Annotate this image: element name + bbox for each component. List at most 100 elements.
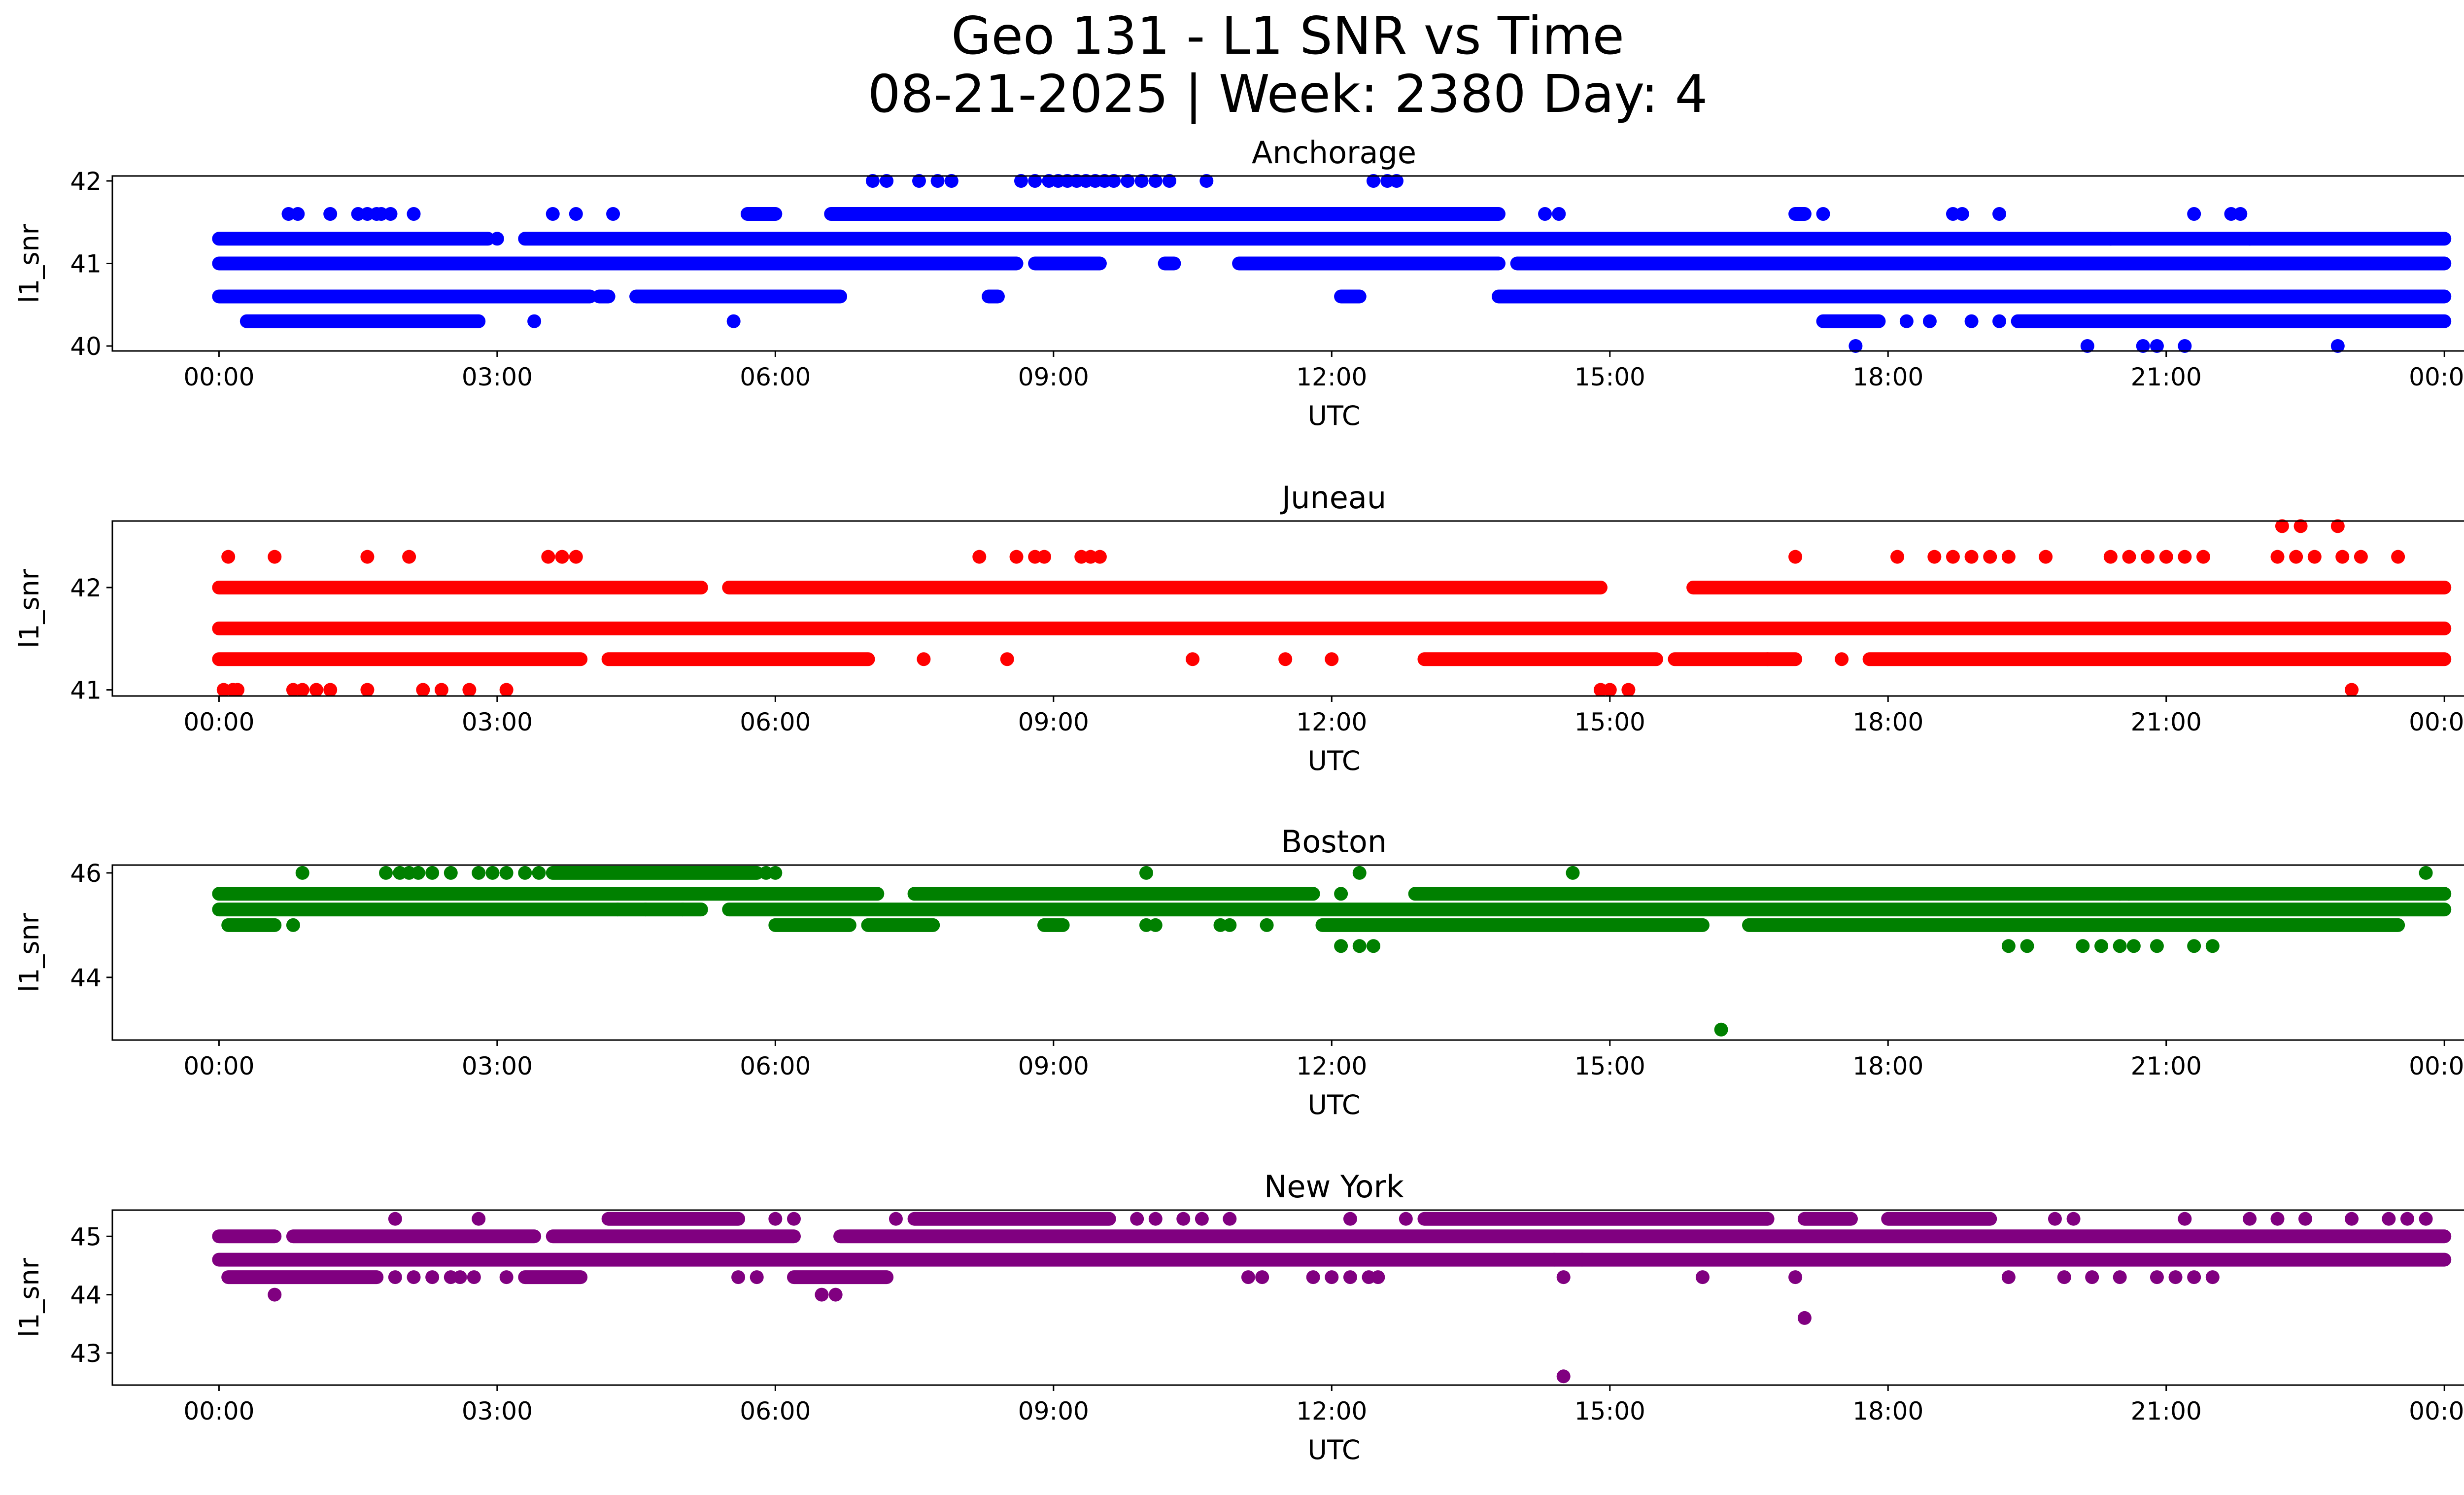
data-point [2187, 1270, 2201, 1285]
y-tick-label: 41 [70, 676, 102, 705]
data-point [453, 1270, 467, 1285]
data-point [1366, 939, 1380, 953]
data-point-run [768, 918, 856, 932]
data-point [2293, 519, 2308, 533]
data-point [2330, 519, 2345, 533]
data-point [2126, 939, 2141, 953]
x-tick-label: 15:00 [1574, 363, 1645, 391]
data-point [268, 550, 282, 564]
data-point [1014, 174, 1028, 188]
data-point [930, 174, 945, 188]
data-point [2076, 939, 2090, 953]
data-point [1547, 1252, 1561, 1267]
data-point [1890, 550, 1905, 564]
x-tick-label: 06:00 [740, 1397, 811, 1425]
x-tick-label: 03:00 [462, 363, 533, 391]
data-point-run [221, 1270, 384, 1285]
data-point [912, 174, 926, 188]
data-point [1835, 652, 1849, 666]
y-tick-label: 44 [70, 1281, 102, 1310]
data-point [2103, 550, 2118, 564]
data-point [1009, 550, 1024, 564]
x-tick-label: 09:00 [1018, 1052, 1089, 1080]
data-point [1334, 939, 1348, 953]
data-point [2178, 550, 2192, 564]
data-point [1556, 1369, 1571, 1384]
data-point-run [1158, 256, 1181, 271]
x-tick-label: 00:00 [183, 363, 254, 391]
series-anchorage [212, 174, 2452, 353]
data-point-run [1816, 314, 1886, 328]
data-point [1195, 1212, 1209, 1226]
data-point [388, 1270, 402, 1285]
data-point [467, 1270, 481, 1285]
data-point [676, 903, 690, 917]
x-tick-label: 12:00 [1296, 1397, 1367, 1425]
data-point [1139, 866, 1153, 880]
data-point [2243, 232, 2257, 246]
data-point [411, 866, 425, 880]
data-point-run [212, 1229, 282, 1244]
data-point [1148, 918, 1163, 932]
data-point [1343, 1212, 1357, 1226]
y-tick-label: 40 [70, 332, 102, 361]
data-point-run [601, 652, 875, 666]
data-point [2307, 550, 2322, 564]
y-tick-label: 42 [70, 167, 102, 196]
x-axis-label: UTC [1307, 400, 1360, 431]
data-point-run [1881, 1212, 1997, 1226]
data-point [2382, 1212, 2396, 1226]
data-point-run [1510, 256, 2452, 271]
data-point-run [861, 918, 940, 932]
data-point [1927, 550, 1942, 564]
x-tick-label: 09:00 [1018, 708, 1089, 736]
x-tick-label: 00:00 [2409, 1052, 2464, 1080]
data-point-run [240, 314, 486, 328]
x-tick-label: 18:00 [1852, 708, 1923, 736]
data-point [472, 866, 486, 880]
data-point-run [546, 1229, 801, 1244]
data-point [2298, 1212, 2312, 1226]
data-point [1899, 314, 1914, 328]
data-point-run [212, 652, 588, 666]
data-point [462, 683, 477, 697]
data-point-run [1686, 580, 2452, 594]
data-point [944, 174, 958, 188]
data-point-run [212, 903, 708, 917]
data-point [268, 1287, 282, 1302]
data-point [546, 207, 560, 221]
data-point-run [601, 1212, 746, 1226]
data-point [2345, 683, 2359, 697]
data-point [1037, 550, 1052, 564]
chart-title: Geo 131 - L1 SNR vs Time [951, 6, 1625, 66]
data-point [2122, 550, 2136, 564]
data-point-run [1408, 887, 2452, 901]
data-point [1343, 1270, 1357, 1285]
x-tick-label: 06:00 [740, 1052, 811, 1080]
x-tick-label: 15:00 [1574, 708, 1645, 736]
data-point [1255, 1270, 1269, 1285]
data-point [2335, 550, 2350, 564]
data-point [1788, 550, 1803, 564]
data-point [1352, 939, 1367, 953]
data-point [2122, 887, 2136, 901]
data-point [499, 683, 513, 697]
data-point-run [722, 580, 1608, 594]
data-point [1556, 1270, 1571, 1285]
data-point [2419, 1212, 2433, 1226]
data-point [972, 550, 987, 564]
x-tick-label: 18:00 [1852, 1397, 1923, 1425]
x-tick-label: 21:00 [2131, 1052, 2202, 1080]
data-point [231, 683, 245, 697]
x-tick-label: 12:00 [1296, 363, 1367, 391]
data-point-run [1232, 256, 1506, 271]
data-point [2085, 1270, 2099, 1285]
x-tick-label: 06:00 [740, 363, 811, 391]
data-point [2136, 339, 2150, 353]
data-point [295, 866, 309, 880]
data-point-run [592, 289, 616, 304]
x-tick-label: 21:00 [2131, 363, 2202, 391]
data-point [2001, 1270, 2016, 1285]
data-point [1983, 550, 1997, 564]
